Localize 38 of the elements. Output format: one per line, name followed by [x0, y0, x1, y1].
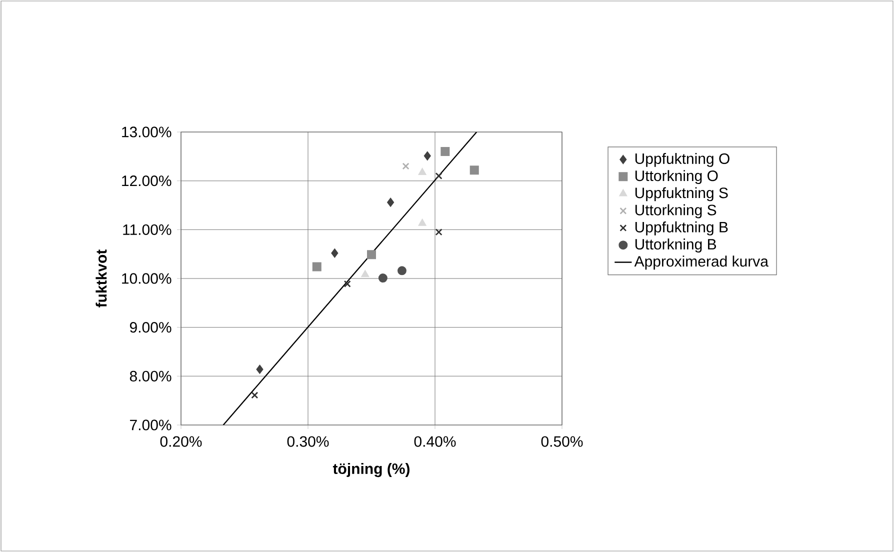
point	[424, 151, 431, 160]
point	[361, 270, 370, 278]
x-tick-label: 0.50%	[541, 436, 583, 447]
point	[312, 262, 322, 272]
legend-label: Uttorkning S	[635, 204, 716, 218]
legend-label: Uttorkning O	[635, 170, 718, 184]
point	[331, 248, 338, 258]
y-tick-label: 11.00%	[123, 224, 172, 235]
x-tick-label: 0.30%	[287, 436, 329, 447]
legend-label: Uttorkning B	[635, 238, 716, 253]
point	[378, 274, 388, 283]
point	[435, 172, 442, 180]
x-tick-label: 0.40%	[414, 436, 456, 447]
point	[440, 147, 450, 156]
y-tick-label: 8.00%	[130, 370, 172, 382]
x-axis-title: töjning (%)	[332, 463, 410, 478]
y-tick-label: 9.00%	[130, 322, 172, 333]
y-tick-label: 12.00%	[122, 176, 172, 186]
point	[470, 166, 479, 175]
point	[367, 250, 376, 260]
point	[251, 392, 258, 399]
point	[397, 266, 406, 276]
y-tick-label: 13.00%	[122, 126, 172, 138]
point	[418, 168, 426, 176]
legend-label: Uppfuktning S	[635, 187, 728, 202]
point	[418, 218, 426, 226]
point	[435, 228, 442, 236]
y-tick-label: 10.00%	[122, 273, 172, 284]
y-tick-label: 7.00%	[130, 420, 172, 430]
legend-label: Uppfuktning O	[635, 152, 730, 167]
x-tick-label: 0.20%	[160, 436, 202, 447]
point	[256, 364, 264, 374]
point	[402, 162, 410, 170]
point	[344, 280, 351, 288]
legend-label: Uppfuktning B	[635, 221, 728, 236]
point	[387, 198, 394, 207]
legend-label: Approximerad kurva	[634, 256, 768, 270]
y-axis-title: fuktkvot	[96, 250, 107, 308]
